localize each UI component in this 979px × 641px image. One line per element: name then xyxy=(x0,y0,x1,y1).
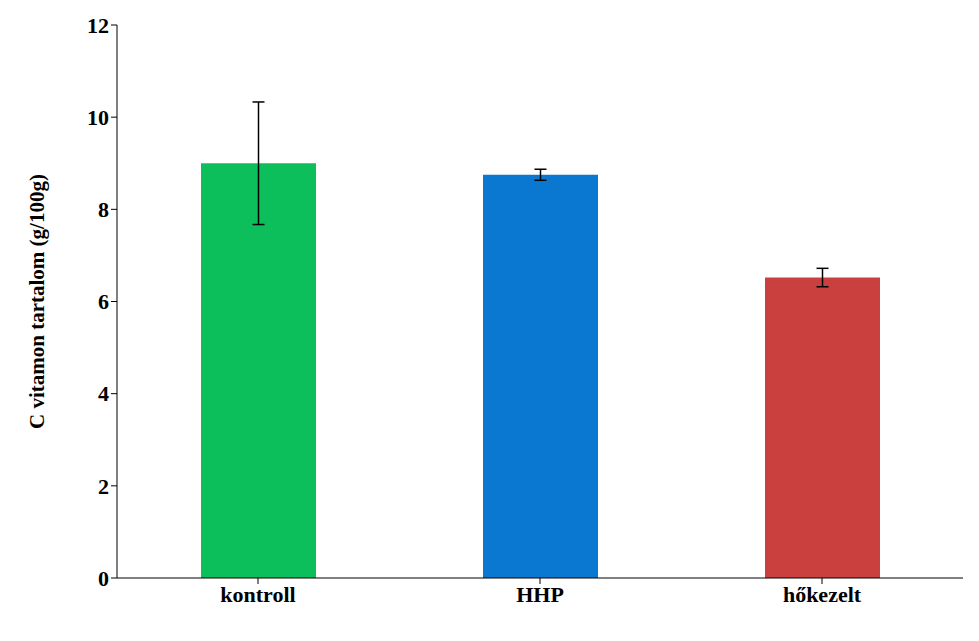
svg-text:6: 6 xyxy=(98,289,109,314)
svg-text:8: 8 xyxy=(98,197,109,222)
svg-text:12: 12 xyxy=(87,13,109,38)
svg-text:4: 4 xyxy=(98,381,109,406)
svg-text:10: 10 xyxy=(87,105,109,130)
svg-text:kontroll: kontroll xyxy=(220,582,295,607)
svg-text:hőkezelt: hőkezelt xyxy=(783,582,862,607)
svg-text:0: 0 xyxy=(98,566,109,591)
svg-text:C vitamon tartalom (g/100g): C vitamon tartalom (g/100g) xyxy=(25,174,49,429)
svg-text:2: 2 xyxy=(98,474,109,499)
svg-text:HHP: HHP xyxy=(516,582,564,607)
